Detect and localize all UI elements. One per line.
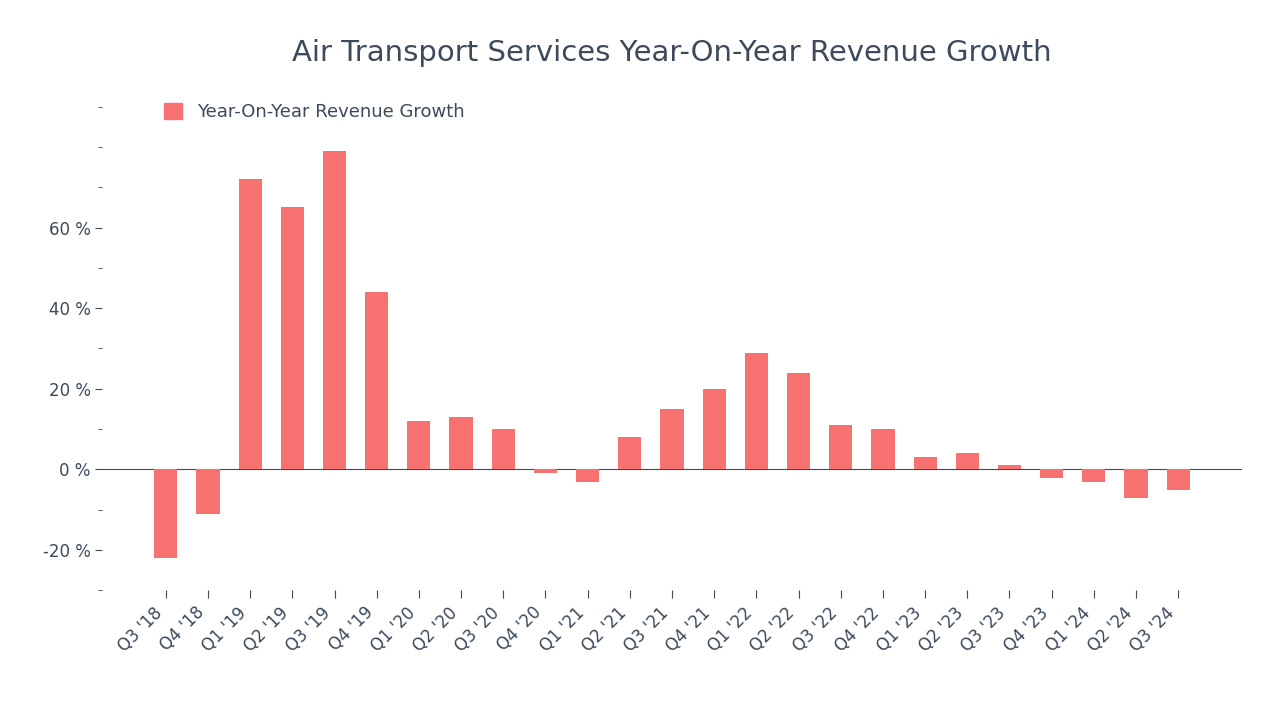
Bar <box>492 429 515 469</box>
Title: Air Transport Services Year-On-Year Revenue Growth: Air Transport Services Year-On-Year Reve… <box>292 40 1052 68</box>
Bar <box>872 429 895 469</box>
Bar <box>703 389 726 469</box>
Bar <box>1083 469 1106 482</box>
Bar <box>914 457 937 469</box>
Bar <box>449 417 472 469</box>
Bar <box>618 437 641 469</box>
Bar <box>534 469 557 474</box>
Bar <box>1166 469 1190 490</box>
Bar <box>365 292 388 469</box>
Bar <box>576 469 599 482</box>
Bar <box>196 469 220 514</box>
Bar <box>1041 469 1064 477</box>
Bar <box>956 454 979 469</box>
Bar <box>238 179 261 469</box>
Bar <box>280 207 303 469</box>
Legend: Year-On-Year Revenue Growth: Year-On-Year Revenue Growth <box>157 96 471 128</box>
Bar <box>787 373 810 469</box>
Bar <box>407 421 430 469</box>
Bar <box>998 465 1021 469</box>
Bar <box>1124 469 1148 498</box>
Bar <box>745 353 768 469</box>
Bar <box>154 469 178 558</box>
Bar <box>829 425 852 469</box>
Bar <box>323 151 346 469</box>
Bar <box>660 409 684 469</box>
